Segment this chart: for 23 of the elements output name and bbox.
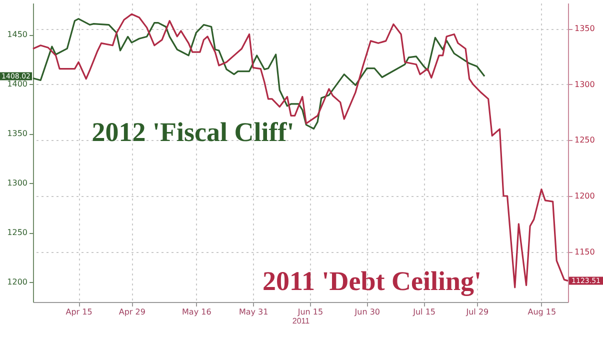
x-tick-label: Jun 15 — [296, 308, 324, 316]
y-tick-label: 1450 — [7, 30, 28, 40]
x-tick-label: Aug 15 — [528, 308, 556, 316]
y2-tick-label: 1200 — [574, 192, 595, 201]
x-tick-label: Jun 30 — [354, 308, 380, 316]
y2-tick-label: 1300 — [574, 80, 595, 89]
y-tick-label: 1400 — [7, 80, 28, 89]
y2-tick-label: 1150 — [574, 247, 595, 256]
x-tick-label: May 16 — [182, 308, 212, 316]
y2-tick-label: 1350 — [574, 24, 595, 34]
x-tick-label: May 31 — [238, 308, 268, 316]
y2-tick-label: 1250 — [574, 136, 595, 145]
x-axis-title: 2011 — [292, 316, 310, 326]
x-tick-label: Jul 15 — [412, 308, 436, 316]
y-tick-label: 1300 — [7, 178, 28, 188]
x-tick-label: Apr 15 — [66, 308, 92, 316]
x-tick-label: Jul 29 — [465, 308, 489, 316]
y-tick-label: 1250 — [7, 228, 28, 238]
x-tick-label: Apr 29 — [118, 308, 146, 316]
y-tick-label: 1200 — [7, 278, 28, 287]
series-label: 2012 'Fiscal Cliff' — [92, 117, 294, 147]
y-tick-label: 1350 — [7, 129, 28, 138]
series-label: 2011 'Debt Ceiling' — [262, 266, 482, 296]
